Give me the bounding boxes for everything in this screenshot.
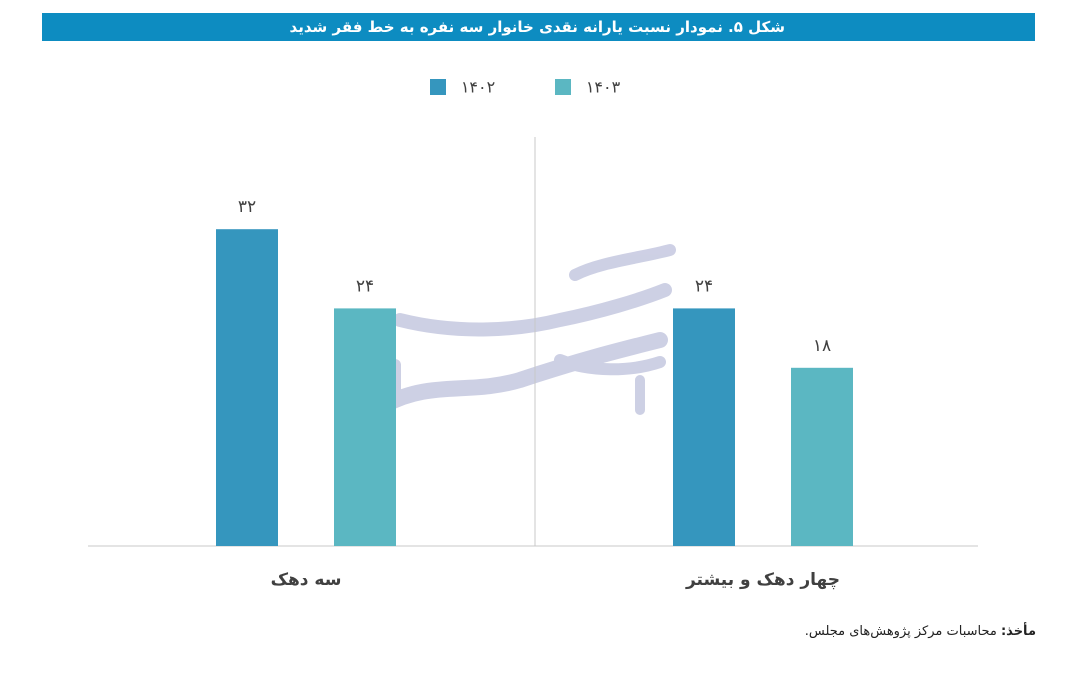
- value-label-four-deciles-1403: ۱۸: [813, 336, 831, 356]
- bars-group: [216, 229, 853, 546]
- category-label-four-deciles: چهار دهک و بیشتر: [685, 570, 840, 590]
- bar-three-deciles-1402: [216, 229, 278, 546]
- source-text: محاسبات مرکز پژوهش‌های مجلس.: [804, 624, 997, 639]
- legend-swatch-1402: [430, 79, 446, 95]
- chart-title-bar: شکل ۵. نمودار نسبت یارانه نقدی خانوار سه…: [42, 13, 1035, 41]
- value-labels-group: ۳۲ ۲۴ ۲۴ ۱۸: [238, 197, 831, 356]
- category-labels-group: سه دهک چهار دهک و بیشتر: [271, 570, 840, 590]
- bar-four-deciles-1403: [791, 367, 853, 546]
- value-label-three-deciles-1402: ۳۲: [238, 197, 256, 217]
- value-label-four-deciles-1402: ۲۴: [695, 276, 713, 296]
- source-note: مأخذ: محاسبات مرکز پژوهش‌های مجلس.: [740, 624, 1036, 639]
- category-label-three-deciles: سه دهک: [271, 570, 342, 590]
- legend-swatch-1403: [555, 79, 571, 95]
- legend-label-1403: ۱۴۰۳: [586, 78, 621, 97]
- bar-four-deciles-1402: [673, 308, 735, 546]
- value-label-three-deciles-1403: ۲۴: [356, 276, 374, 296]
- watermark-logo: [377, 244, 676, 415]
- bar-three-deciles-1403: [334, 308, 396, 546]
- chart-title: شکل ۵. نمودار نسبت یارانه نقدی خانوار سه…: [289, 18, 785, 36]
- legend: ۱۴۰۲ ۱۴۰۳: [430, 78, 621, 97]
- source-label: مأخذ:: [1000, 624, 1036, 639]
- legend-label-1402: ۱۴۰۲: [461, 78, 495, 97]
